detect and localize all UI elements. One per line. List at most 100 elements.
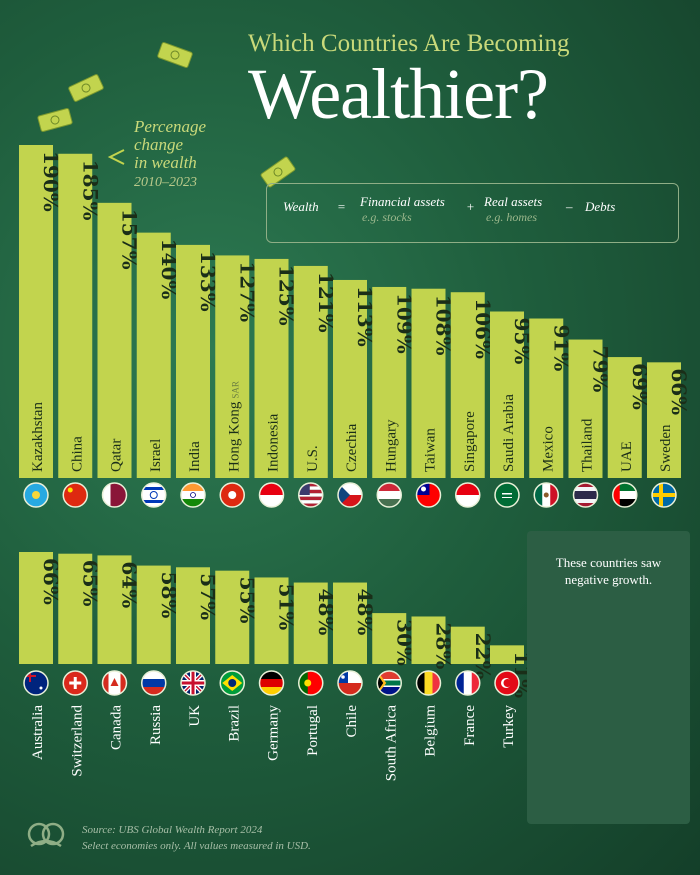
money-bill-icon	[68, 74, 104, 102]
category-label-russia: Russia	[148, 705, 164, 745]
sweden-flag-icon	[651, 482, 677, 508]
bar-taiwan	[411, 288, 446, 478]
bar-kazakhstan	[19, 145, 53, 478]
indonesia-flag-icon	[258, 482, 285, 508]
uk-flag-icon	[180, 670, 206, 696]
china-flag-icon	[62, 482, 88, 508]
category-label-singapore: Singapore	[462, 411, 478, 472]
category-label-switzerland: Switzerland	[69, 705, 85, 777]
category-label-belgium: Belgium	[423, 705, 439, 757]
chile-flag-icon	[337, 670, 363, 696]
category-label-australia: Australia	[30, 705, 46, 760]
qatar-flag-icon	[101, 482, 128, 508]
bar-thailand	[568, 339, 603, 478]
saudi-arabia-flag-icon	[494, 482, 520, 508]
bar-switzerland	[58, 553, 93, 664]
turkey-flag-icon	[494, 670, 520, 696]
money-bill-icon	[37, 108, 73, 132]
bar-qatar	[97, 202, 132, 478]
russia-flag-icon	[141, 670, 167, 696]
bar-israel	[136, 232, 171, 478]
bar-china	[58, 153, 93, 478]
bar-russia	[136, 565, 171, 664]
thailand-flag-icon	[572, 482, 599, 508]
category-label-kazakhstan: Kazakhstan	[30, 402, 46, 472]
category-label-south-africa: South Africa	[383, 705, 399, 782]
negative-growth-line-1: These countries saw	[555, 555, 662, 570]
hong-kong-flag-icon	[219, 482, 245, 508]
note-years: 2010–2023	[134, 175, 197, 190]
india-flag-icon	[180, 482, 206, 508]
bar-germany	[254, 577, 289, 664]
germany-flag-icon	[258, 670, 285, 696]
category-label-hungary: Hungary	[383, 419, 399, 472]
france-flag-icon	[455, 670, 481, 696]
category-label-saudi-arabia: Saudi Arabia	[501, 394, 517, 472]
bar-u-s	[293, 265, 328, 478]
mexico-flag-icon	[533, 482, 559, 508]
bar-hong-kong	[215, 255, 250, 478]
page-title: Wealthier?	[248, 54, 549, 134]
bar-singapore	[450, 292, 485, 478]
kazakhstan-flag-icon	[23, 482, 49, 508]
bar-australia	[19, 552, 53, 664]
category-label-thailand: Thailand	[580, 418, 596, 472]
formula-box	[266, 183, 679, 243]
category-label-czechia: Czechia	[344, 423, 360, 472]
source-line-2: Select economies only. All values measur…	[82, 840, 311, 852]
logo-icon	[27, 822, 65, 848]
belgium-flag-icon	[415, 670, 442, 696]
category-label-uk: UK	[187, 705, 203, 727]
portugal-flag-icon	[298, 670, 324, 696]
arrow-icon	[107, 149, 125, 165]
category-label-canada: Canada	[109, 705, 125, 750]
category-label-germany: Germany	[266, 705, 282, 761]
bar-belgium	[411, 616, 446, 664]
subtitle: Which Countries Are Becoming	[248, 30, 570, 57]
category-label-china: China	[69, 436, 85, 472]
money-bill-icon	[260, 156, 296, 188]
category-label-india: India	[187, 441, 203, 472]
bar-hungary	[372, 286, 407, 478]
singapore-flag-icon	[455, 482, 481, 508]
note-line-3: in wealth	[134, 153, 197, 172]
category-label-mexico: Mexico	[540, 426, 556, 472]
south-africa-flag-icon	[376, 670, 402, 696]
formula-real: Real assets	[484, 194, 543, 209]
czechia-flag-icon	[337, 482, 363, 508]
bar-brazil	[215, 570, 250, 664]
category-label-taiwan: Taiwan	[423, 428, 439, 472]
formula-plus: +	[466, 199, 475, 214]
uae-flag-icon	[612, 482, 638, 508]
formula-financial-eg: e.g. stocks	[362, 210, 412, 224]
category-label-portugal: Portugal	[305, 705, 321, 756]
bar-chile	[333, 582, 367, 664]
bar-uk	[176, 567, 210, 664]
formula-equals: =	[337, 199, 346, 214]
money-bill-icon	[157, 42, 193, 68]
us-flag-icon	[298, 482, 324, 508]
category-label-israel: Israel	[148, 439, 164, 472]
formula-debts: Debts	[585, 199, 616, 214]
formula-real-eg: e.g. homes	[486, 210, 537, 224]
bar-south-africa	[372, 613, 407, 664]
bar-czechia	[333, 279, 367, 478]
category-label-indonesia: Indonesia	[266, 413, 282, 472]
bar-saudi-arabia	[490, 311, 524, 478]
source-note: Source: UBS Global Wealth Report 2024 Se…	[82, 822, 311, 854]
category-label-u-s: U.S.	[305, 445, 321, 472]
bar-canada	[97, 555, 132, 664]
negative-growth-box	[527, 531, 690, 824]
australia-flag-icon	[23, 670, 49, 696]
negative-growth-line-2: negative growth.	[564, 572, 653, 587]
israel-flag-icon	[141, 482, 167, 508]
formula-wealth: Wealth	[283, 199, 319, 214]
bar-france	[450, 626, 485, 664]
category-label-chile: Chile	[344, 705, 360, 738]
bar-turkey	[490, 645, 524, 664]
switzerland-flag-icon	[62, 670, 88, 696]
note-line-1: Percenage	[134, 117, 207, 136]
category-label-sweden: Sweden	[658, 424, 674, 472]
bar-india	[176, 244, 210, 478]
